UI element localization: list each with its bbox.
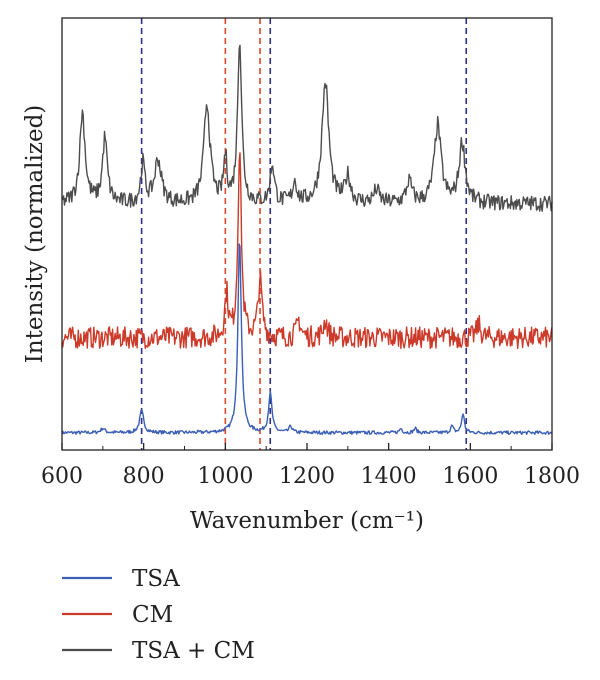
x-tick-label: 1000 — [197, 464, 253, 489]
series-line — [61, 243, 553, 435]
legend-label: TSA — [132, 566, 180, 592]
legend-label: TSA + CM — [132, 638, 255, 664]
x-tick-label: 1600 — [442, 464, 498, 489]
series-lines — [61, 44, 553, 435]
plot-frame — [61, 17, 553, 451]
x-tick-label: 800 — [123, 464, 165, 489]
x-axis-label: Wavenumber (cm⁻¹) — [190, 508, 424, 534]
x-tick-label: 1800 — [524, 464, 580, 489]
series-line — [62, 44, 553, 212]
y-axis-label: Intensity (normalized) — [22, 105, 48, 364]
x-tick-label: 600 — [41, 464, 83, 489]
reference-lines — [140, 18, 468, 450]
legend: TSA CM TSA + CM — [62, 566, 255, 664]
legend-label: CM — [132, 602, 173, 628]
x-axis-ticks: 600 800 1000 1200 1400 1600 1800 — [41, 443, 580, 489]
series-line — [61, 152, 553, 350]
x-tick-label: 1400 — [361, 464, 417, 489]
x-tick-label: 1200 — [279, 464, 335, 489]
